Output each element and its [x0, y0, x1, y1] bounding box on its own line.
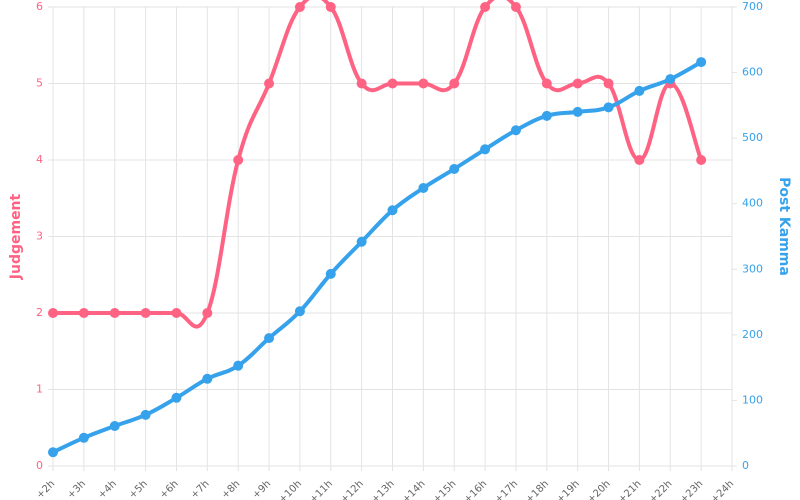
x-tick-label: +2h — [35, 478, 58, 500]
x-tick-label: +5h — [127, 478, 150, 500]
data-point — [48, 447, 58, 458]
data-point — [480, 144, 491, 155]
data-point — [665, 74, 676, 85]
data-point — [140, 409, 151, 420]
data-point — [603, 102, 614, 113]
data-point — [202, 308, 213, 318]
y2-tick-label: 100 — [742, 393, 763, 406]
y-tick-label: 4 — [36, 153, 43, 166]
data-point — [387, 205, 398, 216]
x-tick-label: +4h — [96, 478, 119, 500]
x-tick-label: +11h — [308, 478, 335, 500]
y-tick-label: 2 — [36, 306, 43, 319]
data-point — [572, 78, 583, 89]
data-point — [634, 155, 645, 165]
y-tick-label: 6 — [36, 0, 43, 13]
y-tick-label: 1 — [36, 383, 43, 396]
x-tick-label: +22h — [647, 478, 674, 500]
x-tick-label: +6h — [158, 478, 181, 500]
data-point — [696, 155, 707, 165]
series-line — [52, 60, 703, 455]
y-axis-title: Judgement — [8, 193, 24, 280]
data-point — [171, 392, 182, 403]
data-point — [510, 125, 521, 136]
y2-tick-label: 500 — [742, 131, 763, 144]
y-tick-label: 5 — [36, 77, 43, 90]
data-point — [171, 308, 182, 318]
data-point — [418, 182, 429, 193]
data-point — [140, 308, 151, 318]
x-tick-label: +21h — [616, 478, 643, 500]
y2-axis-title: Post Kamma — [776, 177, 792, 276]
x-tick-label: +23h — [678, 478, 705, 500]
data-point — [510, 2, 521, 12]
data-point — [294, 306, 305, 317]
data-point — [449, 163, 460, 174]
data-point — [109, 421, 120, 432]
data-point — [325, 268, 336, 279]
data-point — [109, 308, 120, 318]
data-point — [233, 360, 244, 371]
x-tick-label: +19h — [555, 478, 582, 500]
x-tick-label: +12h — [339, 478, 366, 500]
x-tick-label: +13h — [370, 478, 397, 500]
data-point — [603, 78, 614, 89]
y2-tick-label: 400 — [742, 197, 763, 210]
x-tick-label: +9h — [251, 478, 274, 500]
y2-tick-label: 700 — [742, 0, 763, 13]
y2-tick-label: 200 — [742, 328, 763, 341]
data-point — [233, 155, 244, 165]
data-point — [356, 236, 367, 247]
y2-tick-label: 0 — [742, 459, 749, 472]
y-tick-label: 3 — [36, 230, 43, 243]
series-line — [53, 0, 704, 329]
data-point — [356, 78, 367, 89]
data-point — [325, 2, 336, 12]
data-point — [48, 308, 58, 318]
data-point — [418, 78, 429, 89]
x-tick-label: +18h — [524, 478, 551, 500]
data-point — [264, 333, 275, 344]
data-point — [541, 110, 552, 121]
x-tick-label: +20h — [586, 478, 613, 500]
x-tick-label: +15h — [431, 478, 458, 500]
data-point — [696, 57, 707, 68]
y-tick-label: 0 — [36, 459, 43, 472]
x-tick-label: +8h — [220, 478, 243, 500]
data-point — [264, 78, 275, 89]
data-point — [202, 373, 213, 384]
y2-tick-label: 600 — [742, 66, 763, 79]
x-tick-label: +16h — [462, 478, 489, 500]
x-tick-label: +14h — [400, 478, 427, 500]
data-point — [480, 2, 491, 12]
data-point — [541, 78, 552, 89]
y2-tick-label: 300 — [742, 262, 763, 275]
data-point — [634, 85, 645, 96]
x-tick-label: +10h — [277, 478, 304, 500]
data-point — [294, 2, 305, 12]
data-point — [572, 106, 583, 117]
data-point — [449, 78, 460, 89]
x-tick-label: +3h — [65, 478, 88, 500]
data-point — [78, 432, 89, 443]
data-point — [387, 78, 398, 89]
x-tick-label: +17h — [493, 478, 520, 500]
x-tick-label: +24h — [709, 478, 736, 500]
x-tick-label: +7h — [189, 478, 212, 500]
data-point — [78, 308, 89, 318]
